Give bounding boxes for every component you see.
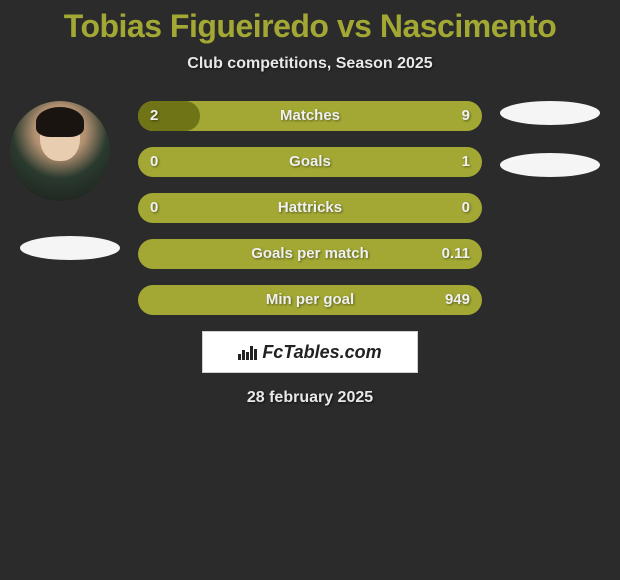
- date-text: 28 february 2025: [0, 389, 620, 407]
- comparison-panel: 2 Matches 9 0 Goals 1 0 Hattricks 0 Goal…: [0, 101, 620, 407]
- stat-right-value: 949: [445, 285, 470, 315]
- stat-row-goals: 0 Goals 1: [138, 147, 482, 177]
- player2-name-pill: [500, 153, 600, 177]
- stat-label: Hattricks: [278, 193, 342, 223]
- stat-row-matches: 2 Matches 9: [138, 101, 482, 131]
- stat-label: Matches: [280, 101, 340, 131]
- player1-name-pill: [20, 236, 120, 260]
- branding-box[interactable]: FcTables.com: [202, 331, 418, 373]
- stat-right-value: 0.11: [442, 239, 470, 269]
- player2-avatar-pill: [500, 101, 600, 125]
- stat-label: Goals: [289, 147, 331, 177]
- bar-chart-icon: [238, 344, 258, 360]
- branding-text: FcTables.com: [262, 342, 381, 363]
- player1-avatar: [10, 101, 110, 201]
- stat-row-hattricks: 0 Hattricks 0: [138, 193, 482, 223]
- page-title: Tobias Figueiredo vs Nascimento: [0, 0, 620, 45]
- stat-right-value: 0: [462, 193, 470, 223]
- stat-right-value: 1: [462, 147, 470, 177]
- stat-right-value: 9: [462, 101, 470, 131]
- stat-left-value: 2: [150, 101, 158, 131]
- stat-left-value: 0: [150, 147, 158, 177]
- stat-row-goals-per-match: Goals per match 0.11: [138, 239, 482, 269]
- stat-label: Goals per match: [251, 239, 369, 269]
- subtitle: Club competitions, Season 2025: [0, 55, 620, 73]
- stat-row-min-per-goal: Min per goal 949: [138, 285, 482, 315]
- stat-left-value: 0: [150, 193, 158, 223]
- stat-bars: 2 Matches 9 0 Goals 1 0 Hattricks 0 Goal…: [138, 101, 482, 315]
- stat-label: Min per goal: [266, 285, 354, 315]
- stat-fill: [138, 101, 200, 131]
